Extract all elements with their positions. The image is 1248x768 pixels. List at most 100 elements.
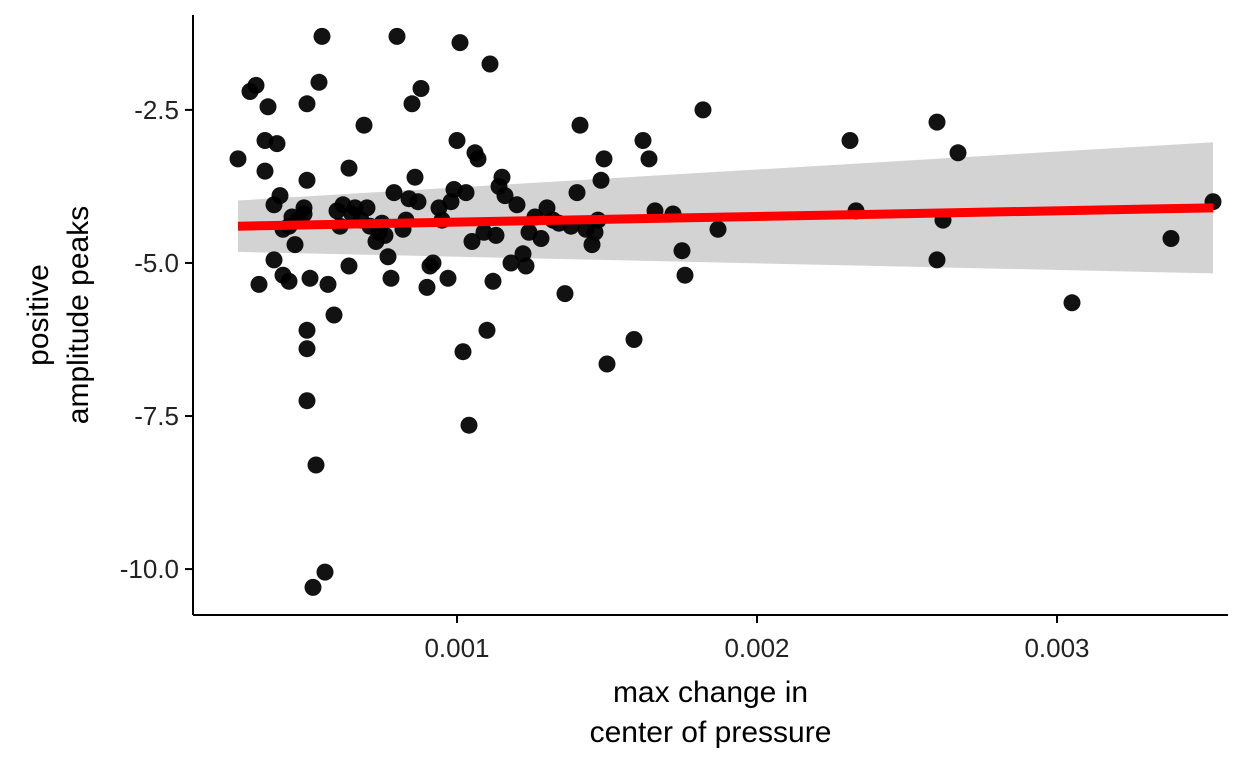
x-axis-title-line: max change in: [613, 676, 808, 709]
confidence-band-layer: [238, 142, 1213, 274]
data-point-19: [295, 205, 313, 223]
data-point-0: [229, 150, 247, 168]
x-tick-label: 0.003: [1024, 633, 1089, 663]
data-point-96: [571, 116, 589, 134]
y-tick-label: -2.5: [134, 95, 179, 125]
data-point-13: [280, 272, 298, 290]
data-point-118: [949, 144, 967, 162]
data-point-102: [595, 150, 613, 168]
data-point-112: [709, 220, 727, 238]
data-point-16: [286, 236, 304, 254]
data-point-59: [418, 278, 436, 296]
y-tick-label: -5.0: [134, 248, 179, 278]
data-point-8: [265, 251, 283, 269]
data-point-61: [424, 254, 442, 272]
data-point-106: [640, 150, 658, 168]
y-axis-title-line: positive: [22, 264, 55, 366]
data-point-26: [304, 578, 322, 596]
data-point-71: [460, 416, 478, 434]
data-point-101: [592, 171, 610, 189]
data-point-21: [298, 95, 316, 113]
data-point-105: [634, 132, 652, 149]
y-axis-title-group: positive amplitude peaks: [22, 206, 95, 424]
data-point-30: [316, 563, 334, 581]
data-point-81: [493, 168, 511, 186]
data-point-103: [598, 355, 616, 373]
data-point-70: [457, 184, 475, 202]
data-point-72: [463, 233, 481, 250]
data-point-48: [379, 248, 397, 266]
data-point-68: [451, 34, 469, 52]
x-axis-title: max change in center of pressure: [590, 676, 832, 749]
y-tick-label: -7.5: [134, 401, 179, 431]
data-point-22: [298, 321, 316, 339]
data-point-82: [496, 187, 514, 205]
data-point-41: [355, 116, 373, 134]
data-point-10: [271, 187, 289, 205]
data-point-111: [694, 101, 712, 119]
data-point-78: [484, 272, 502, 290]
data-point-50: [385, 184, 403, 202]
data-point-93: [556, 285, 574, 303]
fit-layer: [237, 203, 1214, 231]
data-point-115: [928, 113, 946, 131]
data-point-109: [673, 242, 691, 260]
data-point-69: [454, 343, 472, 361]
regression-line: [237, 203, 1214, 231]
x-tick-label: 0.001: [424, 633, 489, 663]
x-ticks: 0.001 0.002 0.003: [424, 615, 1090, 663]
data-point-119: [1063, 294, 1081, 312]
data-point-76: [478, 321, 496, 339]
data-point-25: [301, 269, 319, 287]
data-point-113: [841, 132, 859, 149]
data-point-89: [532, 230, 550, 247]
data-point-9: [268, 135, 286, 153]
data-point-116: [928, 251, 946, 269]
data-point-27: [307, 456, 325, 474]
data-point-47: [376, 226, 394, 244]
data-point-49: [382, 269, 400, 287]
data-point-37: [340, 257, 358, 275]
y-ticks: -2.5 -5.0 -7.5 -10.0: [120, 95, 193, 584]
data-point-24: [298, 392, 316, 410]
data-point-56: [406, 168, 424, 186]
data-point-64: [439, 269, 457, 287]
data-point-86: [517, 257, 535, 275]
data-point-51: [388, 27, 406, 45]
data-point-79: [487, 226, 505, 244]
data-point-29: [313, 27, 331, 45]
y-axis-title: positive amplitude peaks: [22, 206, 95, 424]
data-point-28: [310, 73, 328, 91]
confidence-band: [238, 142, 1213, 274]
data-point-55: [403, 95, 421, 113]
x-tick-label: 0.002: [724, 633, 789, 663]
axis-titles: max change in center of pressure positive a…: [22, 206, 831, 749]
data-point-74: [469, 150, 487, 168]
data-point-31: [319, 275, 337, 293]
axes-layer: [192, 15, 1228, 616]
data-point-2: [247, 76, 265, 94]
data-point-4: [256, 162, 274, 180]
data-point-36: [340, 159, 358, 177]
data-point-77: [481, 55, 499, 73]
data-point-67: [448, 132, 466, 149]
data-point-20: [298, 171, 316, 189]
data-point-120: [1162, 230, 1180, 247]
data-point-83: [502, 254, 520, 272]
y-axis-title-line: amplitude peaks: [62, 206, 95, 424]
x-axis-title-line: center of pressure: [590, 716, 832, 749]
data-point-110: [676, 266, 694, 284]
data-point-95: [568, 184, 586, 202]
data-point-42: [358, 199, 376, 217]
points-layer: [229, 27, 1222, 596]
data-point-104: [625, 331, 643, 348]
data-point-58: [412, 80, 430, 97]
data-point-32: [325, 306, 343, 324]
data-point-84: [508, 196, 526, 214]
data-point-57: [409, 193, 427, 211]
data-point-23: [298, 340, 316, 358]
y-tick-label: -10.0: [120, 554, 179, 584]
data-point-3: [250, 275, 268, 293]
data-point-6: [259, 98, 277, 116]
